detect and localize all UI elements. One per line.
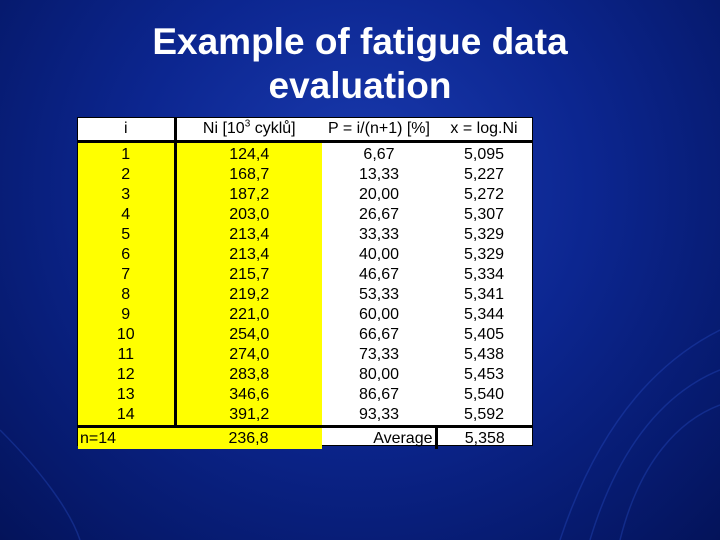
title-line-1: Example of fatigue data (152, 21, 568, 62)
cell-p: 60,00 (358, 306, 400, 323)
cell-x: 5,329 (463, 226, 505, 243)
table-row: 11 274,0 73,33 5,438 (78, 345, 532, 365)
cell-p: 46,67 (358, 266, 400, 283)
cell-ni: 391,2 (175, 405, 322, 427)
table-row: 5 213,4 33,33 5,329 (78, 225, 532, 245)
table-row: 6 213,4 40,00 5,329 (78, 245, 532, 265)
cell-x: 5,344 (463, 306, 505, 323)
cell-i: 3 (78, 185, 177, 205)
cell-ni: 254,0 (175, 325, 322, 345)
cell-x: 5,540 (463, 386, 505, 403)
cell-x: 5,307 (463, 206, 505, 223)
cell-i: 2 (78, 165, 177, 185)
cell-i: 8 (78, 285, 177, 305)
cell-i: 13 (78, 385, 177, 405)
cell-i: 14 (78, 405, 177, 427)
cell-ni: 187,2 (175, 185, 322, 205)
footer-ni-average: 236,8 (175, 425, 322, 449)
cell-i: 10 (78, 325, 177, 345)
cell-ni: 221,0 (175, 305, 322, 325)
cell-x: 5,334 (463, 266, 505, 283)
cell-x: 5,272 (463, 186, 505, 203)
table-row: 3 187,2 20,00 5,272 (78, 185, 532, 205)
header-ni-prefix: Ni [10 (202, 120, 245, 137)
cell-i: 7 (78, 265, 177, 285)
cell-x: 5,095 (463, 146, 505, 163)
cell-p: 40,00 (358, 246, 400, 263)
header-ni-suffix: cyklů] (250, 120, 296, 137)
footer-average-label: Average (322, 425, 436, 449)
cell-p: 33,33 (358, 226, 400, 243)
cell-p: 13,33 (358, 166, 400, 183)
cell-p: 66,67 (358, 326, 400, 343)
cell-i: 12 (78, 365, 177, 385)
cell-ni: 219,2 (175, 285, 322, 305)
cell-ni: 203,0 (175, 205, 322, 225)
cell-p: 86,67 (358, 386, 400, 403)
cell-i: 11 (78, 345, 177, 365)
cell-i: 5 (78, 225, 177, 245)
table-row: 14 391,2 93,33 5,592 (78, 405, 532, 427)
cell-ni: 346,6 (175, 385, 322, 405)
header-ni-exponent: 3 (244, 118, 251, 130)
cell-p: 80,00 (358, 366, 400, 383)
footer-x-average: 5,358 (434, 425, 532, 449)
header-i: i (78, 118, 177, 143)
table-row: 8 219,2 53,33 5,341 (78, 285, 532, 305)
cell-x: 5,341 (463, 286, 505, 303)
table-row: 7 215,7 46,67 5,334 (78, 265, 532, 285)
footer-n: n=14 (78, 425, 175, 449)
cell-x: 5,405 (463, 326, 505, 343)
cell-p: 20,00 (358, 186, 400, 203)
table-row: 9 221,0 60,00 5,344 (78, 305, 532, 325)
cell-ni: 124,4 (175, 141, 322, 165)
cell-ni: 283,8 (175, 365, 322, 385)
cell-x: 5,592 (463, 406, 505, 423)
cell-i: 9 (78, 305, 177, 325)
table-row: 12 283,8 80,00 5,453 (78, 365, 532, 385)
cell-x: 5,329 (463, 246, 505, 263)
table-row: 13 346,6 86,67 5,540 (78, 385, 532, 405)
table-footer-row: n=14 236,8 Average 5,358 (78, 425, 532, 449)
cell-ni: 213,4 (175, 245, 322, 265)
cell-x: 5,438 (463, 346, 505, 363)
cell-ni: 168,7 (175, 165, 322, 185)
header-x: x = log.Ni (436, 118, 532, 143)
cell-i: 6 (78, 245, 177, 265)
table-row: 10 254,0 66,67 5,405 (78, 325, 532, 345)
header-ni: Ni [103 cyklů] (175, 118, 322, 143)
cell-ni: 213,4 (175, 225, 322, 245)
table-row: 1 124,4 6,67 5,095 (78, 141, 532, 165)
cell-p: 26,67 (358, 206, 400, 223)
cell-p: 93,33 (358, 406, 400, 423)
cell-p: 53,33 (358, 286, 400, 303)
title-line-2: evaluation (268, 65, 452, 106)
header-p: P = i/(n+1) [%] (322, 118, 436, 143)
cell-x: 5,227 (463, 166, 505, 183)
table-row: 4 203,0 26,67 5,307 (78, 205, 532, 225)
cell-ni: 274,0 (175, 345, 322, 365)
slide-title: Example of fatigue data evaluation (0, 20, 720, 108)
cell-i: 1 (78, 141, 177, 165)
cell-p: 6,67 (363, 146, 395, 163)
cell-p: 73,33 (358, 346, 400, 363)
table-row: 2 168,7 13,33 5,227 (78, 165, 532, 185)
table-header-row: i Ni [103 cyklů] P = i/(n+1) [%] x = log… (78, 118, 532, 143)
cell-ni: 215,7 (175, 265, 322, 285)
cell-i: 4 (78, 205, 177, 225)
fatigue-data-table: i Ni [103 cyklů] P = i/(n+1) [%] x = log… (77, 117, 533, 449)
cell-x: 5,453 (463, 366, 505, 383)
